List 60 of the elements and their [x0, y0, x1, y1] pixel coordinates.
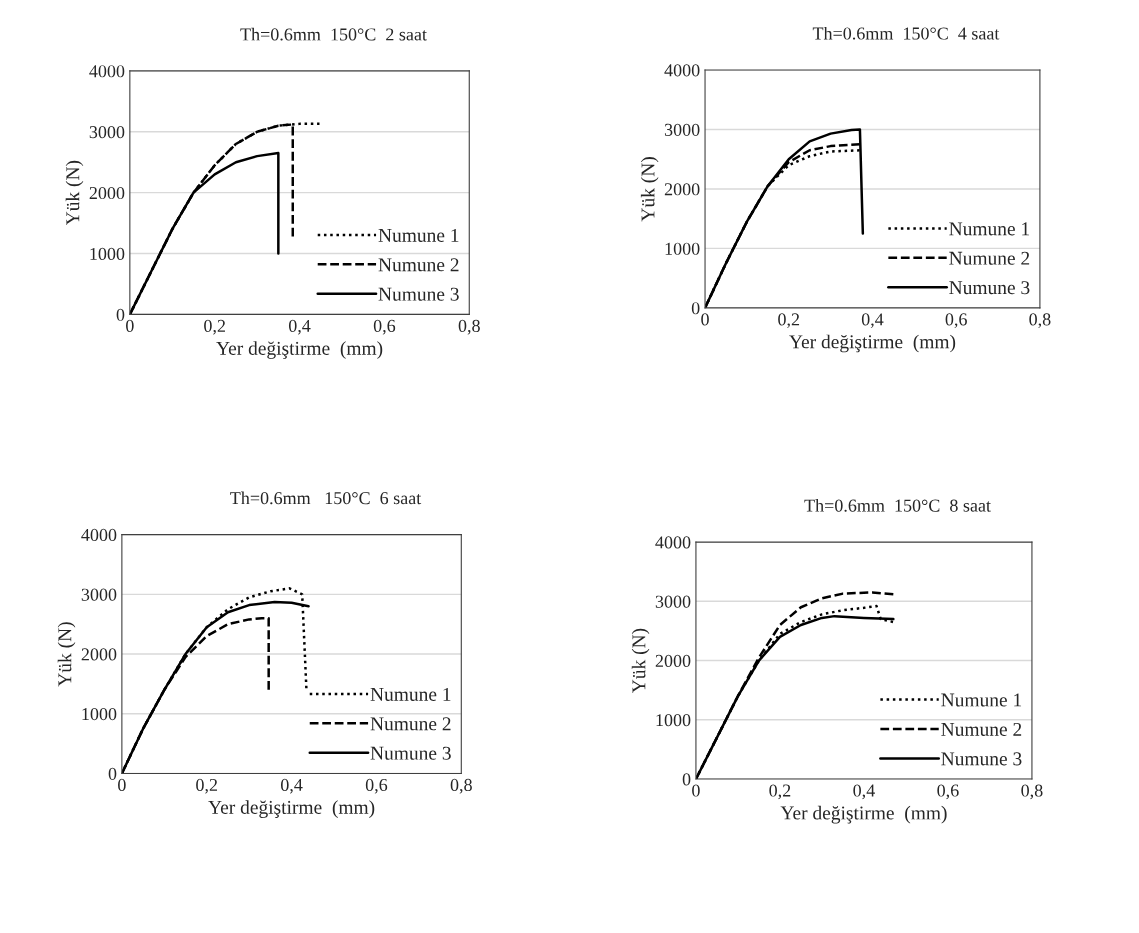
x-tick-label: 0,8 — [450, 778, 472, 794]
x-tick-label: 0,6 — [945, 313, 967, 329]
x-tick-label: 0,6 — [937, 784, 959, 800]
y-axis-title: Yük (N) — [640, 157, 659, 222]
legend-label: Numune 2 — [378, 258, 459, 272]
y-tick-label: 2000 — [655, 654, 691, 668]
y-tick-label: 3000 — [81, 588, 117, 601]
x-tick-label: 0,4 — [853, 784, 875, 800]
y-axis-title: Yük (N) — [631, 628, 650, 694]
x-tick-label: 0,2 — [769, 784, 791, 800]
x-tick-label: 0,6 — [365, 778, 388, 794]
x-tick-label: 0,4 — [288, 319, 311, 335]
legend-label: Numune 3 — [949, 281, 1030, 295]
x-tick-label: 0,2 — [196, 778, 218, 794]
y-tick-label: 3000 — [664, 123, 700, 136]
y-tick-label: 1000 — [82, 708, 117, 721]
y-axis-title: Yük (N) — [65, 160, 84, 226]
y-tick-label: 2000 — [89, 186, 125, 200]
x-tick-label: 0 — [701, 313, 709, 326]
y-tick-label: 0 — [691, 302, 700, 315]
y-tick-label: 4000 — [89, 65, 125, 78]
y-tick-label: 3000 — [89, 126, 125, 139]
legend-label: Numune 3 — [941, 752, 1022, 766]
chart-title: Th=0.6mm 150°C 4 saat — [812, 26, 1000, 40]
legend-label: Numune 2 — [941, 722, 1022, 736]
x-tick-label: 0,4 — [861, 313, 884, 329]
x-axis-title: Yer değiştirme (mm) — [780, 805, 947, 824]
x-axis-title: Yer değiştirme (mm) — [208, 800, 375, 818]
legend-label: Numune 1 — [370, 687, 451, 701]
y-tick-label: 2000 — [664, 183, 700, 196]
y-tick-label: 3000 — [655, 595, 691, 608]
legend-label: Numune 1 — [378, 228, 459, 242]
y-tick-label: 2000 — [81, 648, 117, 661]
x-tick-label: 0,8 — [1021, 784, 1043, 800]
y-tick-label: 4000 — [81, 528, 117, 542]
y-axis-title: Yük (N) — [57, 622, 76, 687]
x-tick-label: 0,2 — [778, 313, 800, 329]
y-tick-label: 1000 — [90, 247, 125, 260]
x-tick-label: 0,4 — [280, 778, 303, 794]
y-tick-label: 4000 — [655, 536, 691, 549]
y-tick-label: 1000 — [665, 242, 700, 255]
legend-label: Numune 1 — [941, 693, 1022, 707]
legend-label: Numune 2 — [370, 717, 451, 731]
chart-title: Th=0.6mm 150°C 6 saat — [230, 491, 422, 505]
legend-label: Numune 2 — [949, 251, 1030, 265]
chart-title: Th=0.6mm 150°C 8 saat — [804, 498, 991, 512]
chart-title: Th=0.6mm 150°C 2 saat — [240, 27, 427, 41]
y-tick-label: 4000 — [664, 64, 700, 77]
legend-label: Numune 3 — [378, 287, 459, 301]
x-tick-label: 0,8 — [458, 319, 480, 335]
legend-label: Numune 1 — [949, 222, 1030, 236]
x-tick-label: 0,2 — [204, 319, 225, 335]
y-tick-label: 1000 — [656, 714, 691, 727]
x-axis-title: Yer değiştirme (mm) — [216, 341, 383, 359]
x-axis-title: Yer değiştirme (mm) — [789, 334, 956, 353]
x-tick-label: 0,8 — [1029, 313, 1051, 329]
x-tick-label: 0,6 — [373, 319, 396, 335]
x-tick-label: 0 — [126, 319, 134, 332]
legend-label: Numune 3 — [370, 746, 451, 760]
y-tick-label: 0 — [108, 767, 117, 780]
